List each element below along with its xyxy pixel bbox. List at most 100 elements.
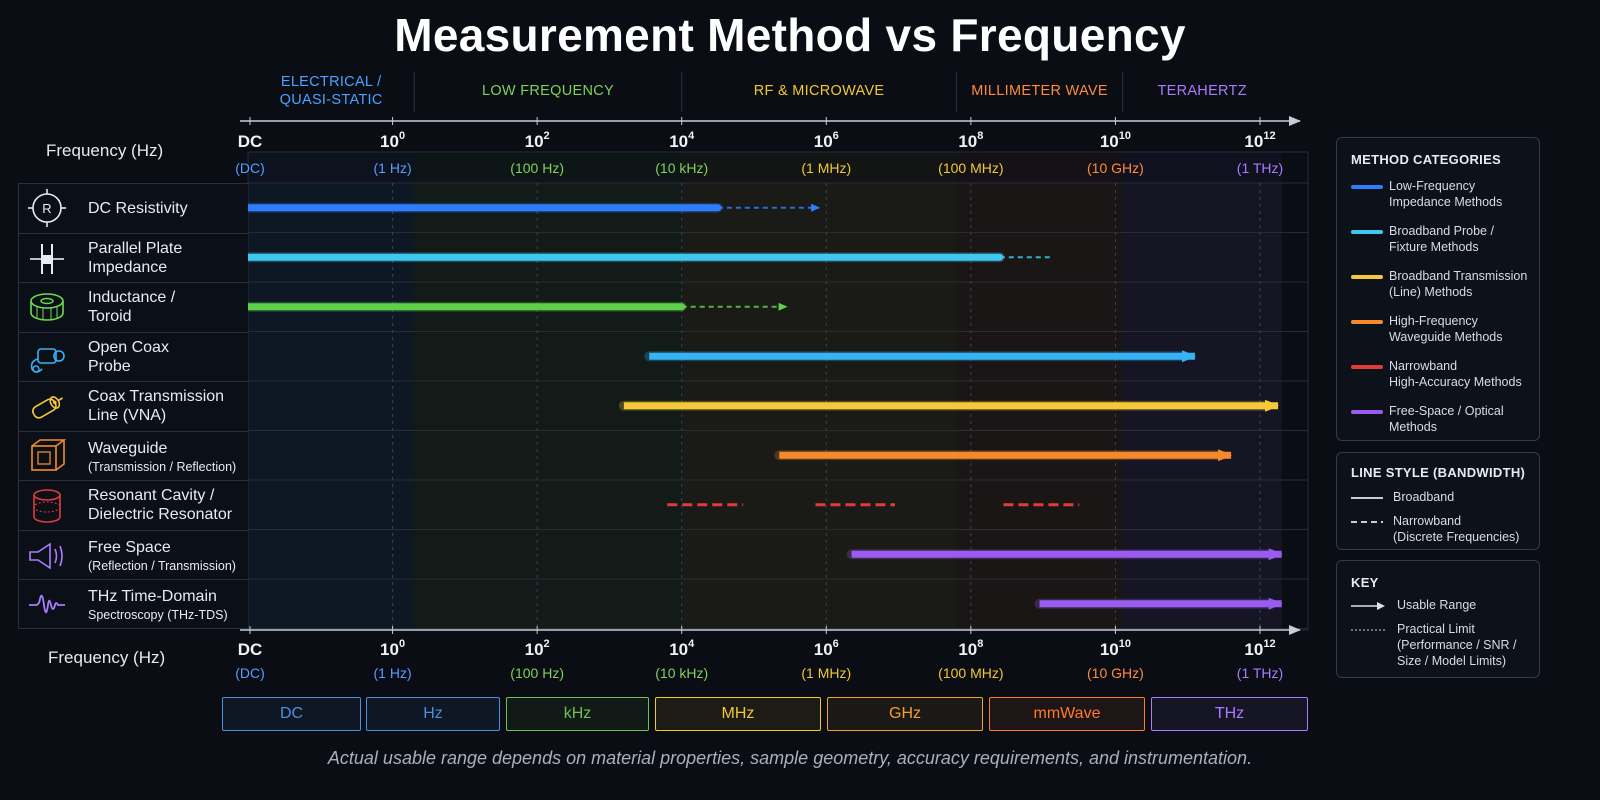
legend-line-style: LINE STYLE (BANDWIDTH) Broadband Narrowba… [1336, 452, 1540, 550]
tick-label-base: DC [238, 640, 263, 659]
tick-label-base: 10 [525, 640, 544, 659]
tick-sublabel: (100 MHz) [938, 160, 1003, 176]
method-subname: (Reflection / Transmission) [88, 558, 236, 573]
tick-label-exponent: 8 [977, 130, 983, 142]
tick-label-exponent: 4 [688, 638, 695, 650]
method-row-label: Free Space (Reflection / Transmission) [18, 529, 248, 580]
legend-category-item: Broadband Probe / Fixture Methods [1351, 223, 1541, 257]
tick-label: 104 [669, 638, 695, 659]
region-label-line: QUASI-STATIC [280, 92, 383, 108]
tick-label-base: 10 [1100, 132, 1119, 151]
tick-sublabel: (10 kHz) [655, 160, 708, 176]
legend-categories-title: METHOD CATEGORIES [1351, 152, 1502, 167]
tick-label-base: 10 [814, 640, 833, 659]
tick-label: 108 [958, 130, 983, 151]
tick-label-base: 10 [525, 132, 544, 151]
tick-label: DC [238, 132, 263, 151]
legend-category-label: Narrowband High-Accuracy Methods [1389, 359, 1522, 389]
coax-probe-icon [28, 339, 66, 377]
method-name: Resonant Cavity / [88, 487, 215, 504]
legend-category-label: High-Frequency Waveguide Methods [1389, 314, 1503, 344]
linestyle-swatch [1351, 497, 1383, 499]
tick-label-exponent: 12 [1263, 130, 1275, 142]
method-name: THz Time-Domain [88, 588, 217, 605]
tick-sublabel: (10 kHz) [655, 665, 708, 681]
legend-key-title: KEY [1351, 575, 1379, 590]
method-row-label: Parallel Plate Impedance [18, 232, 248, 283]
method-row-label: Coax Transmission Line (VNA) [18, 381, 248, 431]
method-name: Coax Transmission [88, 388, 225, 405]
tick-label: 106 [814, 638, 839, 659]
legend-linestyle-item: Narrowband (Discrete Frequencies) [1351, 513, 1541, 547]
tick-sublabel: (100 Hz) [510, 665, 564, 681]
tick-label: 100 [380, 638, 405, 659]
legend-linestyle-item: Broadband [1351, 489, 1541, 523]
cavity-icon [28, 487, 66, 525]
tick-sublabel: (1 MHz) [801, 665, 851, 681]
tick-label-exponent: 8 [977, 638, 983, 650]
tick-label-exponent: 10 [1119, 638, 1131, 650]
region-label-line: LOW FREQUENCY [482, 83, 614, 99]
tick-label: 108 [958, 638, 983, 659]
method-subname: Toroid [88, 308, 132, 325]
region-label: MILLIMETER WAVE [971, 83, 1108, 99]
legend-linestyle-label: Broadband [1393, 490, 1455, 504]
region-label-line: RF & MICROWAVE [754, 83, 885, 99]
resistor-icon: R [28, 189, 66, 227]
tick-label-base: 10 [380, 132, 399, 151]
legend-category-item: High-Frequency Waveguide Methods [1351, 313, 1541, 347]
bottom-axis-label: Frequency (Hz) [48, 648, 166, 667]
method-row-label: THz Time-Domain Spectroscopy (THz-TDS) [18, 579, 248, 629]
tick-label-exponent: 2 [544, 638, 550, 650]
method-subname: Impedance [88, 258, 168, 276]
tick-label-base: 10 [958, 132, 977, 151]
region-label: LOW FREQUENCY [482, 83, 614, 99]
parallel-plate-icon [28, 240, 66, 278]
region-label: TERAHERTZ [1157, 83, 1246, 99]
tick-sublabel: (1 Hz) [374, 160, 412, 176]
coax-line-icon [28, 388, 66, 426]
legend-category-item: Low-Frequency Impedance Methods [1351, 178, 1541, 212]
method-name: DC Resistivity [88, 200, 188, 217]
region-band-header [414, 152, 682, 183]
tick-label-base: 10 [1244, 132, 1263, 151]
tick-sublabel: (DC) [235, 160, 265, 176]
region-label-line: ELECTRICAL / [281, 74, 382, 90]
method-name: Open Coax [88, 338, 169, 356]
legend-swatch [1351, 320, 1383, 324]
tick-label-exponent: 2 [544, 130, 550, 142]
unit-band: DC [222, 697, 361, 731]
tick-label-base: 10 [814, 132, 833, 151]
tick-label-exponent: 12 [1263, 638, 1275, 650]
unit-band: THz [1151, 697, 1308, 731]
legend-swatch [1351, 365, 1383, 369]
tick-label: 1012 [1244, 130, 1275, 151]
key-swatch [1351, 602, 1385, 610]
tick-label: 102 [525, 130, 550, 151]
tick-label-base: 10 [669, 640, 688, 659]
region-band [248, 183, 415, 630]
tick-label: 104 [669, 130, 695, 151]
linestyle-swatch [1351, 521, 1383, 523]
legend-category-label: Broadband Probe / Fixture Methods [1389, 224, 1494, 254]
tick-sublabel: (DC) [235, 665, 265, 681]
method-name: Waveguide [88, 439, 168, 457]
legend-key-label: Practical Limit (Performance / SNR / Size … [1397, 622, 1517, 668]
tick-label-base: 10 [669, 132, 688, 151]
region-band-header [1122, 152, 1282, 183]
legend-key-label: Usable Range [1397, 598, 1477, 612]
legend-swatch [1351, 230, 1383, 234]
tick-label: 106 [814, 130, 839, 151]
legend-swatch [1351, 410, 1383, 414]
svg-text:R: R [42, 201, 51, 216]
horn-antenna-icon [28, 537, 66, 575]
tick-label-base: 10 [958, 640, 977, 659]
legend-key-item: Practical Limit (Performance / SNR / Size … [1351, 621, 1541, 668]
region-band-header [956, 152, 1123, 183]
region-label-line: MILLIMETER WAVE [971, 83, 1108, 99]
tick-label-base: 10 [1100, 640, 1119, 659]
unit-band: GHz [827, 697, 983, 731]
tick-label-base: 10 [380, 640, 399, 659]
tick-label-exponent: 10 [1119, 130, 1131, 142]
